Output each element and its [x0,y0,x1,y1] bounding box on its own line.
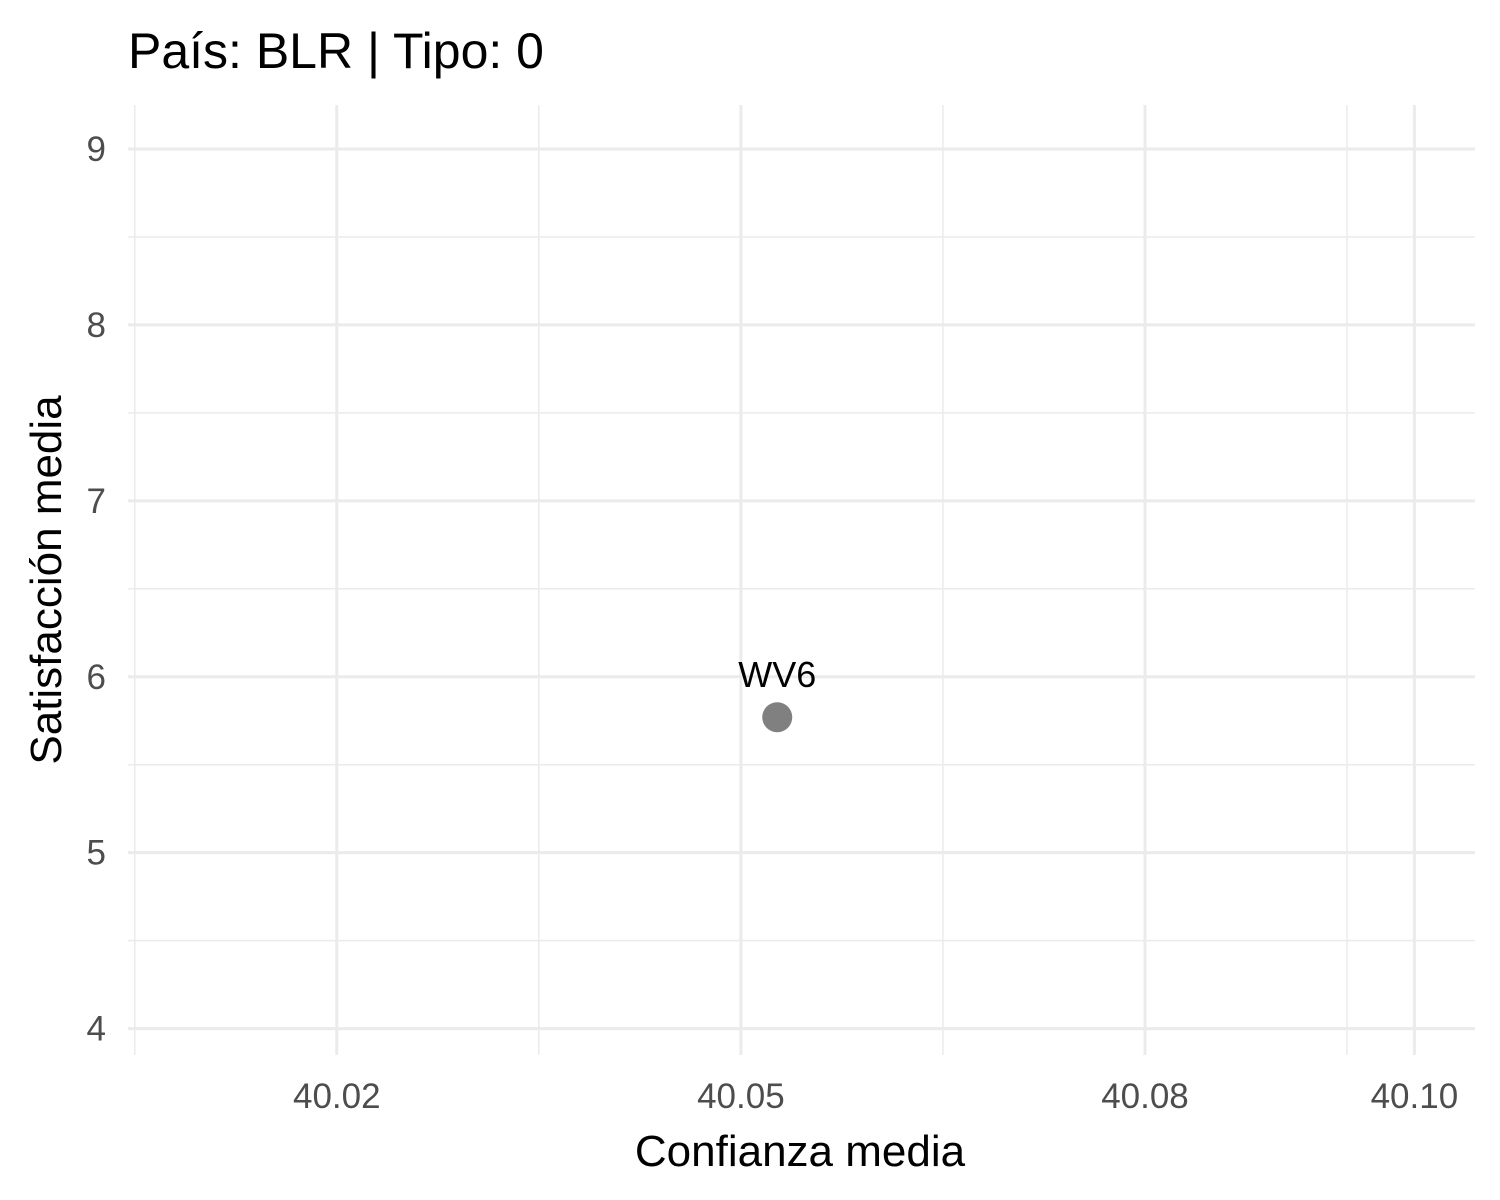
y-axis-ticks: 4 5 6 7 8 9 [87,130,106,1049]
y-tick-label: 6 [87,658,106,697]
x-tick-label: 40.10 [1371,1077,1459,1116]
x-tick-label: 40.08 [1101,1077,1189,1116]
y-tick-label: 9 [87,130,106,169]
x-axis-title: Confianza media [635,1127,966,1176]
data-points: WV6 [738,654,816,733]
chart-title: País: BLR | Tipo: 0 [128,23,544,79]
y-tick-label: 8 [87,306,106,345]
y-tick-label: 7 [87,482,106,521]
y-tick-label: 5 [87,834,106,873]
data-point-label: WV6 [738,654,816,695]
data-point [762,702,793,733]
x-tick-label: 40.02 [293,1077,381,1116]
x-tick-label: 40.05 [697,1077,785,1116]
y-axis-title: Satisfacción media [22,395,71,765]
y-tick-label: 4 [87,1010,106,1049]
grid-lines [128,105,1475,1055]
x-axis-ticks: 40.02 40.05 40.08 40.10 [293,1077,1458,1116]
